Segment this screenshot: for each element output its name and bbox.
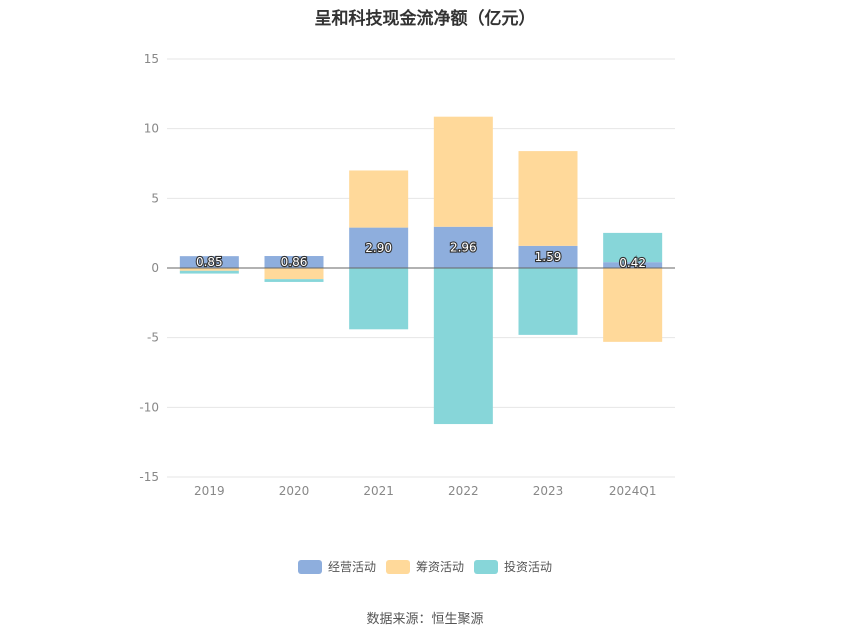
y-tick-label: -15 — [139, 470, 159, 484]
data-label: 0.42 — [619, 256, 646, 270]
data-label: 0.86 — [281, 255, 308, 269]
data-label: 0.85 — [196, 255, 223, 269]
legend-label: 筹资活动 — [416, 560, 464, 574]
bar-segment — [518, 245, 578, 268]
legend-swatch — [386, 560, 410, 574]
data-source: 数据来源：恒生聚源 — [366, 612, 484, 627]
bar-segment — [349, 227, 409, 268]
bar-segment — [349, 268, 409, 330]
y-tick-label: 5 — [151, 191, 159, 205]
bar-segment — [603, 262, 663, 268]
x-tick-label: 2023 — [533, 484, 564, 498]
bar-segment — [179, 270, 239, 274]
y-tick-label: 0 — [151, 261, 159, 275]
y-tick-label: -10 — [139, 400, 159, 414]
y-tick-label: 10 — [144, 122, 159, 136]
x-tick-label: 2021 — [363, 484, 394, 498]
x-tick-label: 2020 — [279, 484, 310, 498]
bar-segment — [264, 279, 324, 282]
bar-segment — [264, 268, 324, 280]
chart-title: 呈和科技现金流净额（亿元） — [314, 9, 536, 29]
data-label: 2.96 — [450, 240, 477, 254]
bar-segment — [518, 151, 578, 246]
bar-segment — [179, 256, 239, 268]
legend-label: 投资活动 — [504, 559, 552, 574]
data-label: 2.90 — [365, 241, 392, 255]
bar-segment — [603, 232, 663, 263]
bar-segment — [264, 256, 324, 268]
legend-swatch — [474, 560, 498, 574]
bar-segment — [433, 116, 493, 227]
legend-label: 经营活动 — [328, 560, 376, 574]
bar-segment — [603, 268, 663, 342]
y-tick-label: 15 — [144, 52, 159, 66]
y-tick-label: -5 — [147, 331, 159, 345]
x-tick-label: 2024Q1 — [609, 484, 657, 498]
x-tick-label: 2019 — [194, 484, 225, 498]
bar-segment — [349, 170, 409, 228]
x-tick-label: 2022 — [448, 484, 479, 498]
bar-segment — [518, 268, 578, 335]
legend-swatch — [298, 560, 322, 574]
data-label: 1.59 — [535, 250, 562, 264]
bar-segment — [433, 226, 493, 268]
bar-segment — [433, 268, 493, 425]
bar-segment — [179, 268, 239, 271]
